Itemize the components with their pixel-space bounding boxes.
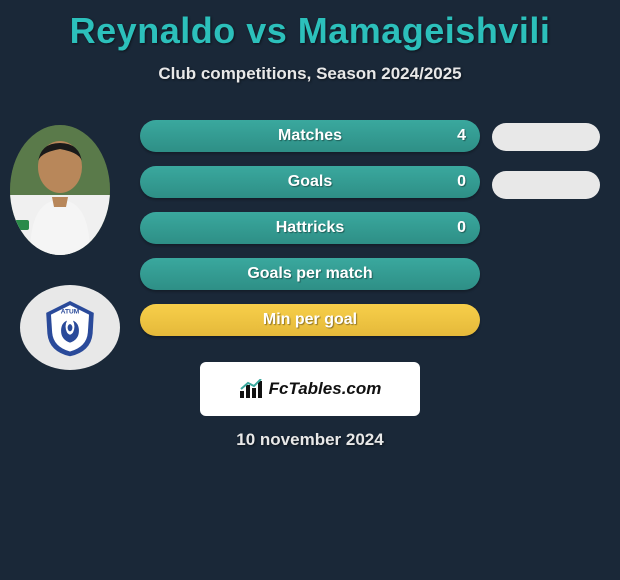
stat-value: 0 bbox=[457, 166, 466, 198]
page-title: Reynaldo vs Mamageishvili bbox=[0, 0, 620, 52]
footer-date: 10 november 2024 bbox=[0, 430, 620, 450]
stat-label: Goals per match bbox=[140, 258, 480, 290]
stat-label: Goals bbox=[140, 166, 480, 198]
club-crest-icon: ATUM bbox=[35, 298, 105, 358]
chart-icon bbox=[239, 379, 263, 399]
stat-label: Matches bbox=[140, 120, 480, 152]
value-oval bbox=[492, 171, 600, 199]
stat-value: 0 bbox=[457, 212, 466, 244]
svg-text:ATUM: ATUM bbox=[61, 308, 79, 315]
footer-logo: FcTables.com bbox=[200, 362, 420, 416]
stat-value: 4 bbox=[457, 120, 466, 152]
stat-pill-goals-per-match: Goals per match bbox=[140, 258, 480, 290]
player-photo-icon bbox=[10, 125, 110, 255]
value-oval bbox=[492, 123, 600, 151]
subtitle: Club competitions, Season 2024/2025 bbox=[0, 64, 620, 84]
stat-label: Hattricks bbox=[140, 212, 480, 244]
stat-pill-hattricks: Hattricks 0 bbox=[140, 212, 480, 244]
stat-pill-goals: Goals 0 bbox=[140, 166, 480, 198]
right-value-ovals bbox=[492, 123, 600, 219]
player-avatar-left bbox=[10, 125, 110, 255]
club-badge: ATUM bbox=[20, 285, 120, 370]
stat-rows: Matches 4 Goals 0 Hattricks 0 Goals per … bbox=[140, 120, 480, 350]
stat-pill-matches: Matches 4 bbox=[140, 120, 480, 152]
stat-pill-min-per-goal: Min per goal bbox=[140, 304, 480, 336]
footer-logo-text: FcTables.com bbox=[269, 379, 382, 399]
stat-label: Min per goal bbox=[140, 304, 480, 336]
